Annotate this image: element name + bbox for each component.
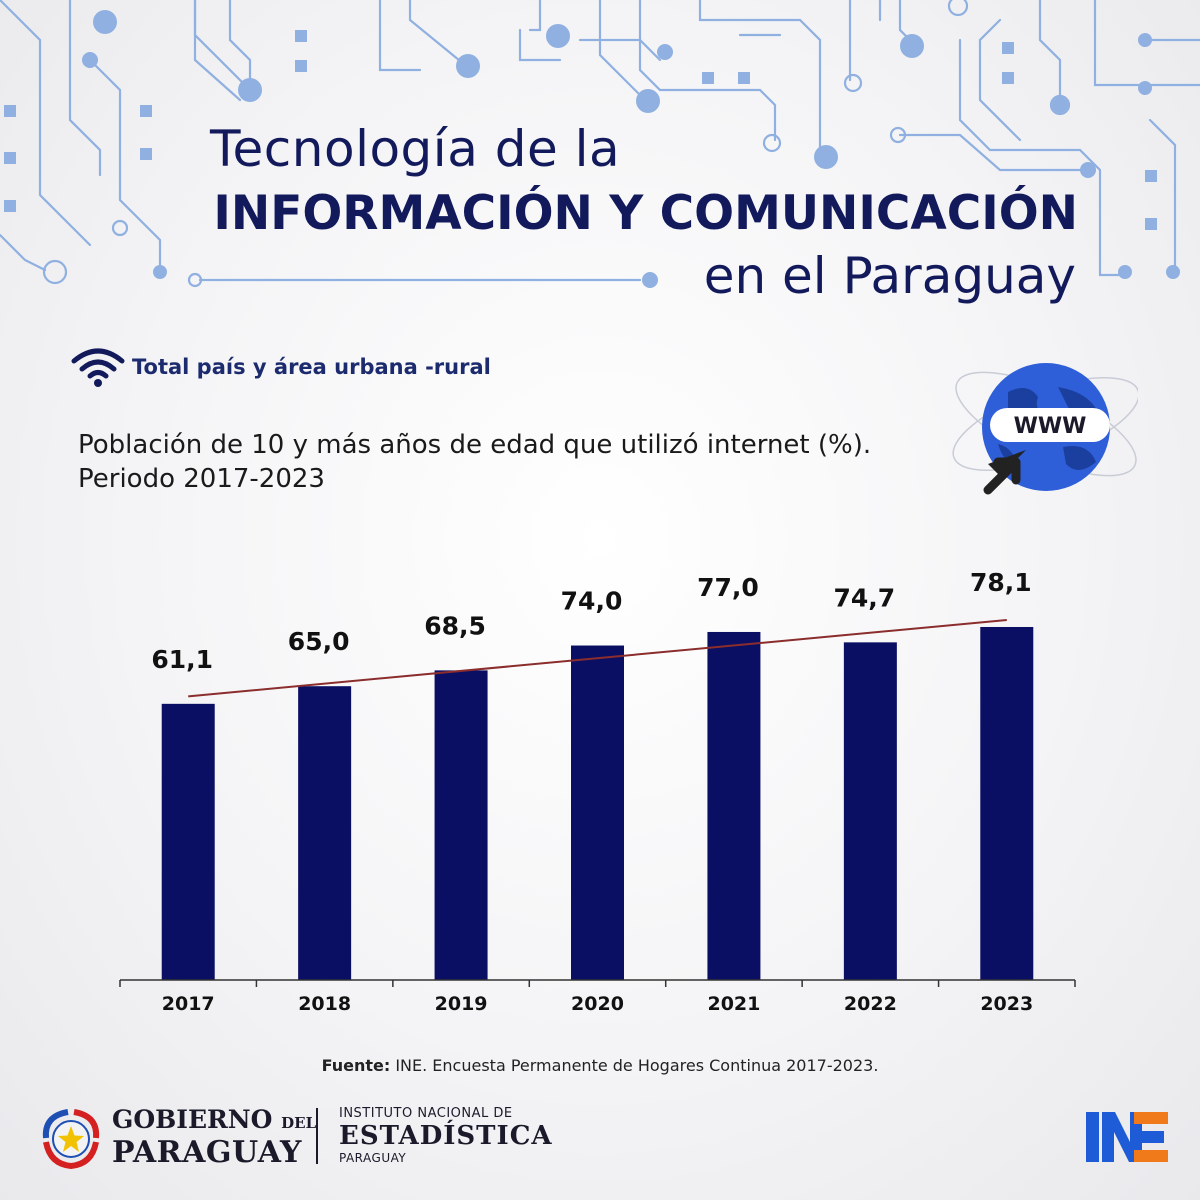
- bar-2019: [434, 670, 488, 980]
- gov-line-1: GOBIERNO: [112, 1105, 273, 1134]
- chart-title-line-1: Población de 10 y más años de edad que u…: [78, 430, 872, 460]
- ine-text: INSTITUTO NACIONAL DE ESTADÍSTICA PARAGU…: [339, 1106, 553, 1165]
- globe-www-label: WWW: [1014, 414, 1087, 439]
- x-tick-label-2020: 2020: [571, 993, 624, 1015]
- source-text: INE. Encuesta Permanente de Hogares Cont…: [390, 1056, 879, 1075]
- section-label: Total país y área urbana -rural: [132, 355, 491, 379]
- trend-line: [188, 618, 1007, 698]
- section-heading: Total país y área urbana -rural: [70, 345, 491, 389]
- data-label-2017: 61,1: [151, 645, 213, 674]
- government-text: GOBIERNO DEL PARAGUAY: [112, 1106, 316, 1169]
- data-label-2022: 74,7: [834, 583, 896, 612]
- footer-divider: [316, 1108, 318, 1164]
- x-tick-label-2022: 2022: [844, 993, 897, 1015]
- ine-line-3: PARAGUAY: [339, 1151, 407, 1165]
- x-tick-label-2017: 2017: [162, 993, 215, 1015]
- source-label: Fuente:: [321, 1056, 391, 1075]
- data-label-2019: 68,5: [424, 611, 486, 640]
- bar-2020: [571, 645, 624, 980]
- data-label-2020: 74,0: [561, 587, 623, 616]
- bar-2023: [980, 626, 1034, 980]
- x-tick-label-2021: 2021: [707, 993, 760, 1015]
- x-tick-label-2019: 2019: [435, 993, 488, 1015]
- source-note: Fuente: INE. Encuesta Permanente de Hoga…: [0, 1056, 1200, 1075]
- bar-2021: [707, 631, 761, 980]
- paraguay-seal-icon: [42, 1109, 100, 1170]
- bar-2017: [161, 703, 215, 980]
- title-line-2: INFORMACIÓN Y COMUNICACIÓN: [213, 186, 1078, 241]
- data-label-2018: 65,0: [288, 627, 350, 656]
- title-line-3: en el Paraguay: [703, 247, 1076, 305]
- footer: GOBIERNO DEL PARAGUAY INSTITUTO NACIONAL…: [36, 1100, 1176, 1180]
- globe-www-icon: WWW: [952, 363, 1138, 495]
- ine-logo-icon: [1086, 1112, 1168, 1162]
- wifi-icon: [71, 348, 125, 387]
- x-tick-label-2018: 2018: [298, 993, 351, 1015]
- data-label-2021: 77,0: [697, 573, 759, 602]
- chart-title-line-2: Periodo 2017-2023: [78, 464, 325, 494]
- title-line-1: Tecnología de la: [210, 120, 621, 178]
- data-label-2023: 78,1: [970, 568, 1032, 597]
- x-tick-label-2023: 2023: [980, 993, 1033, 1015]
- title-block: Tecnología de la INFORMACIÓN Y COMUNICAC…: [0, 112, 1200, 312]
- bar-chart: 61,1 2017 65,0 2018 68,5 2019 74,0 2020 77,0 2021…: [119, 568, 1076, 1015]
- bar-2018: [298, 686, 352, 980]
- bar-2022: [843, 642, 897, 980]
- ine-line-2: ESTADÍSTICA: [339, 1121, 553, 1151]
- chart-title: Población de 10 y más años de edad que u…: [78, 428, 958, 496]
- circuit-background: [0, 0, 1200, 288]
- gov-line-2: PARAGUAY: [112, 1135, 302, 1170]
- gov-line-1-small: DEL: [281, 1114, 317, 1132]
- ine-line-1: INSTITUTO NACIONAL DE: [339, 1106, 513, 1121]
